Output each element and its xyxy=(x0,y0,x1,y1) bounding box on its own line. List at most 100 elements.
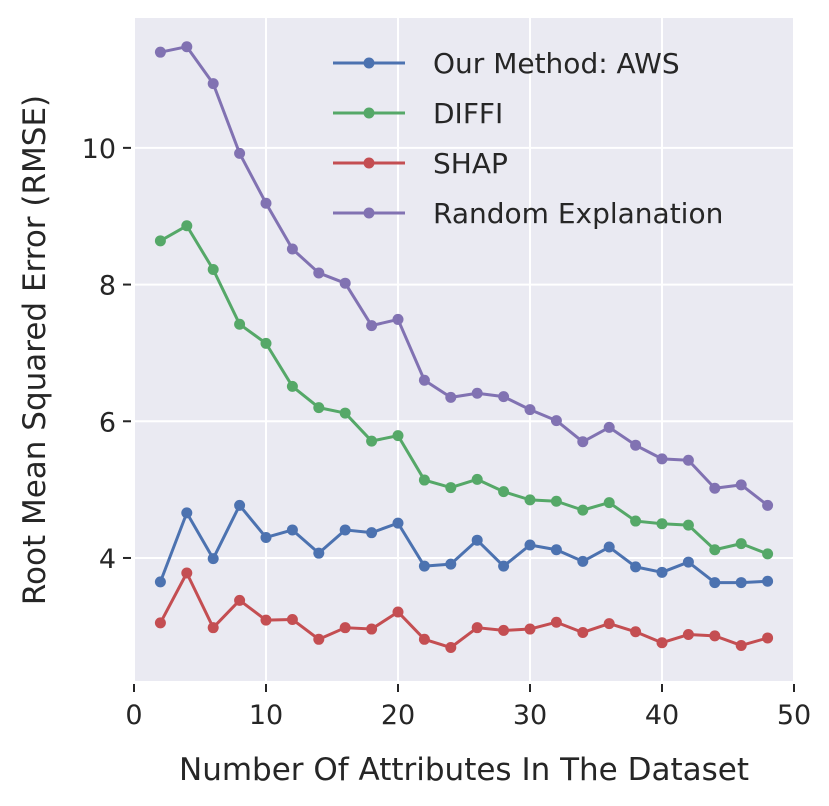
data-point xyxy=(709,577,721,589)
data-point xyxy=(260,197,272,209)
data-point xyxy=(339,277,351,289)
series-4 xyxy=(154,41,774,511)
legend: Our Method: AWS DIFFI SHAP Random Explanati… xyxy=(333,47,723,230)
data-point xyxy=(603,618,615,630)
data-point xyxy=(286,613,298,625)
data-point xyxy=(630,515,642,527)
data-point xyxy=(313,547,325,559)
data-point xyxy=(656,566,668,578)
data-point xyxy=(313,402,325,414)
data-point xyxy=(471,473,483,485)
data-point xyxy=(234,594,246,606)
data-point xyxy=(550,495,562,507)
legend-item-4: Random Explanation xyxy=(333,197,723,230)
data-point xyxy=(260,531,272,543)
data-point xyxy=(524,404,536,416)
data-point xyxy=(154,235,166,247)
data-point xyxy=(418,474,430,486)
data-point xyxy=(498,391,510,403)
data-point xyxy=(471,387,483,399)
data-point xyxy=(207,622,219,634)
data-point xyxy=(154,576,166,588)
data-point xyxy=(392,606,404,618)
data-point xyxy=(656,518,668,530)
legend-item-1: Our Method: AWS xyxy=(333,47,680,80)
data-point xyxy=(682,629,694,641)
data-point xyxy=(603,421,615,433)
data-point xyxy=(445,482,457,494)
data-point xyxy=(154,617,166,629)
data-point xyxy=(392,430,404,442)
data-point xyxy=(286,243,298,255)
data-point xyxy=(524,494,536,506)
data-point xyxy=(709,544,721,556)
data-point xyxy=(207,553,219,565)
data-point xyxy=(181,567,193,579)
data-point xyxy=(656,637,668,649)
data-point xyxy=(181,41,193,53)
data-point xyxy=(313,267,325,279)
data-point xyxy=(392,313,404,325)
data-point xyxy=(498,560,510,572)
data-point xyxy=(577,626,589,638)
data-point xyxy=(577,555,589,567)
data-point xyxy=(366,435,378,447)
x-tick-label: 50 xyxy=(777,700,811,731)
legend-label: SHAP xyxy=(433,147,508,180)
x-tick-label: 30 xyxy=(513,700,547,731)
data-point xyxy=(603,541,615,553)
data-point xyxy=(577,436,589,448)
legend-swatch-marker xyxy=(363,107,375,119)
y-tick-label: 8 xyxy=(99,271,116,302)
data-point xyxy=(445,558,457,570)
series-2 xyxy=(154,220,774,560)
y-tick-label: 10 xyxy=(82,134,116,165)
data-point xyxy=(339,524,351,536)
legend-label: Our Method: AWS xyxy=(433,47,680,80)
data-point xyxy=(366,320,378,332)
data-point xyxy=(682,454,694,466)
data-point xyxy=(709,482,721,494)
series-1 xyxy=(154,499,774,589)
data-point xyxy=(498,486,510,498)
data-point xyxy=(498,624,510,636)
data-point xyxy=(550,415,562,427)
data-point xyxy=(762,575,774,587)
plot-background xyxy=(134,18,794,681)
legend-item-3: SHAP xyxy=(333,147,508,180)
data-point xyxy=(630,561,642,573)
data-point xyxy=(181,507,193,519)
data-point xyxy=(366,527,378,539)
data-point xyxy=(366,623,378,635)
data-point xyxy=(735,479,747,491)
data-point xyxy=(630,626,642,638)
data-point xyxy=(603,497,615,509)
data-point xyxy=(418,560,430,572)
x-tick-label: 10 xyxy=(249,700,283,731)
x-tick-label: 40 xyxy=(645,700,679,731)
data-point xyxy=(735,577,747,589)
series-3 xyxy=(154,567,774,654)
x-tick-label: 20 xyxy=(381,700,415,731)
data-point xyxy=(339,622,351,634)
data-point xyxy=(234,499,246,511)
legend-item-2: DIFFI xyxy=(333,97,503,130)
data-point xyxy=(524,623,536,635)
data-point xyxy=(418,633,430,645)
data-point xyxy=(630,439,642,451)
data-point xyxy=(445,391,457,403)
legend-label: DIFFI xyxy=(433,97,503,130)
data-point xyxy=(234,318,246,330)
data-point xyxy=(207,264,219,276)
data-point xyxy=(735,639,747,651)
data-point xyxy=(286,380,298,392)
data-point xyxy=(260,337,272,349)
legend-swatch-marker xyxy=(363,207,375,219)
data-point xyxy=(339,407,351,419)
data-point xyxy=(762,548,774,560)
data-point xyxy=(181,220,193,232)
data-point xyxy=(286,524,298,536)
data-point xyxy=(154,46,166,58)
data-point xyxy=(207,78,219,90)
x-axis-label: Number Of Attributes In The Dataset xyxy=(179,752,749,788)
